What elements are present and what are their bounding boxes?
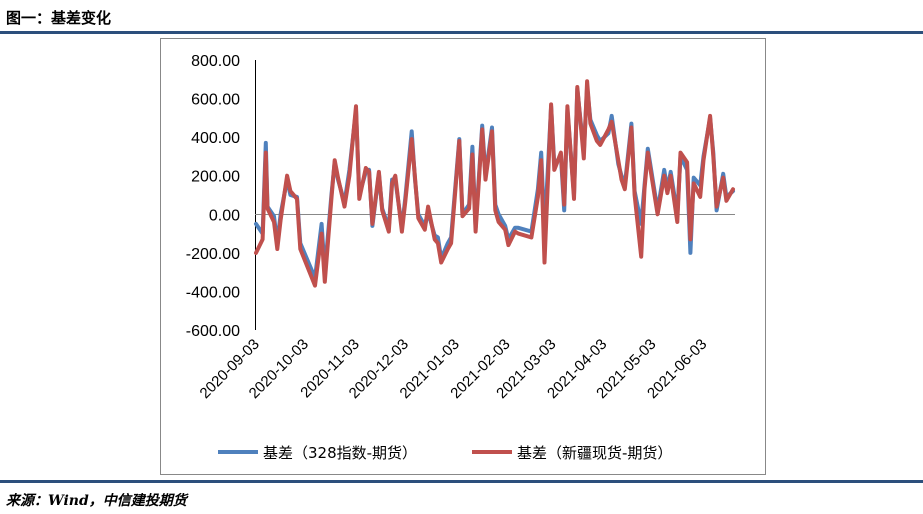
series-layer: [254, 79, 735, 288]
legend: 基差（328指数-期货） 基差（新疆现货-期货）: [218, 444, 672, 462]
y-tick-label: -600.00: [186, 323, 240, 340]
footer-rule: [0, 480, 923, 483]
y-tick-label: 0.00: [209, 207, 240, 224]
y-tick-label: 800.00: [191, 53, 240, 70]
legend-label-1: 基差（328指数-期货）: [263, 444, 417, 462]
y-axis-ticks: 800.00 600.00 400.00 200.00 0.00 -200.00 -400.…: [186, 53, 240, 340]
header-rule: [0, 31, 923, 34]
chart-frame: [160, 38, 766, 475]
series-line-2: [254, 79, 735, 288]
y-tick-label: 400.00: [191, 130, 240, 147]
basis-line-chart: 800.00 600.00 400.00 200.00 0.00 -200.00 -400.…: [160, 38, 766, 475]
y-tick-label: -400.00: [186, 284, 240, 301]
y-tick-label: 200.00: [191, 169, 240, 186]
figure-title: 图一：基差变化: [6, 9, 112, 27]
y-tick-label: 600.00: [191, 92, 240, 109]
y-tick-label: -200.00: [186, 246, 240, 263]
source-note: 来源：Wind，中信建投期货: [6, 493, 187, 509]
legend-label-2: 基差（新疆现货-期货）: [517, 444, 672, 462]
